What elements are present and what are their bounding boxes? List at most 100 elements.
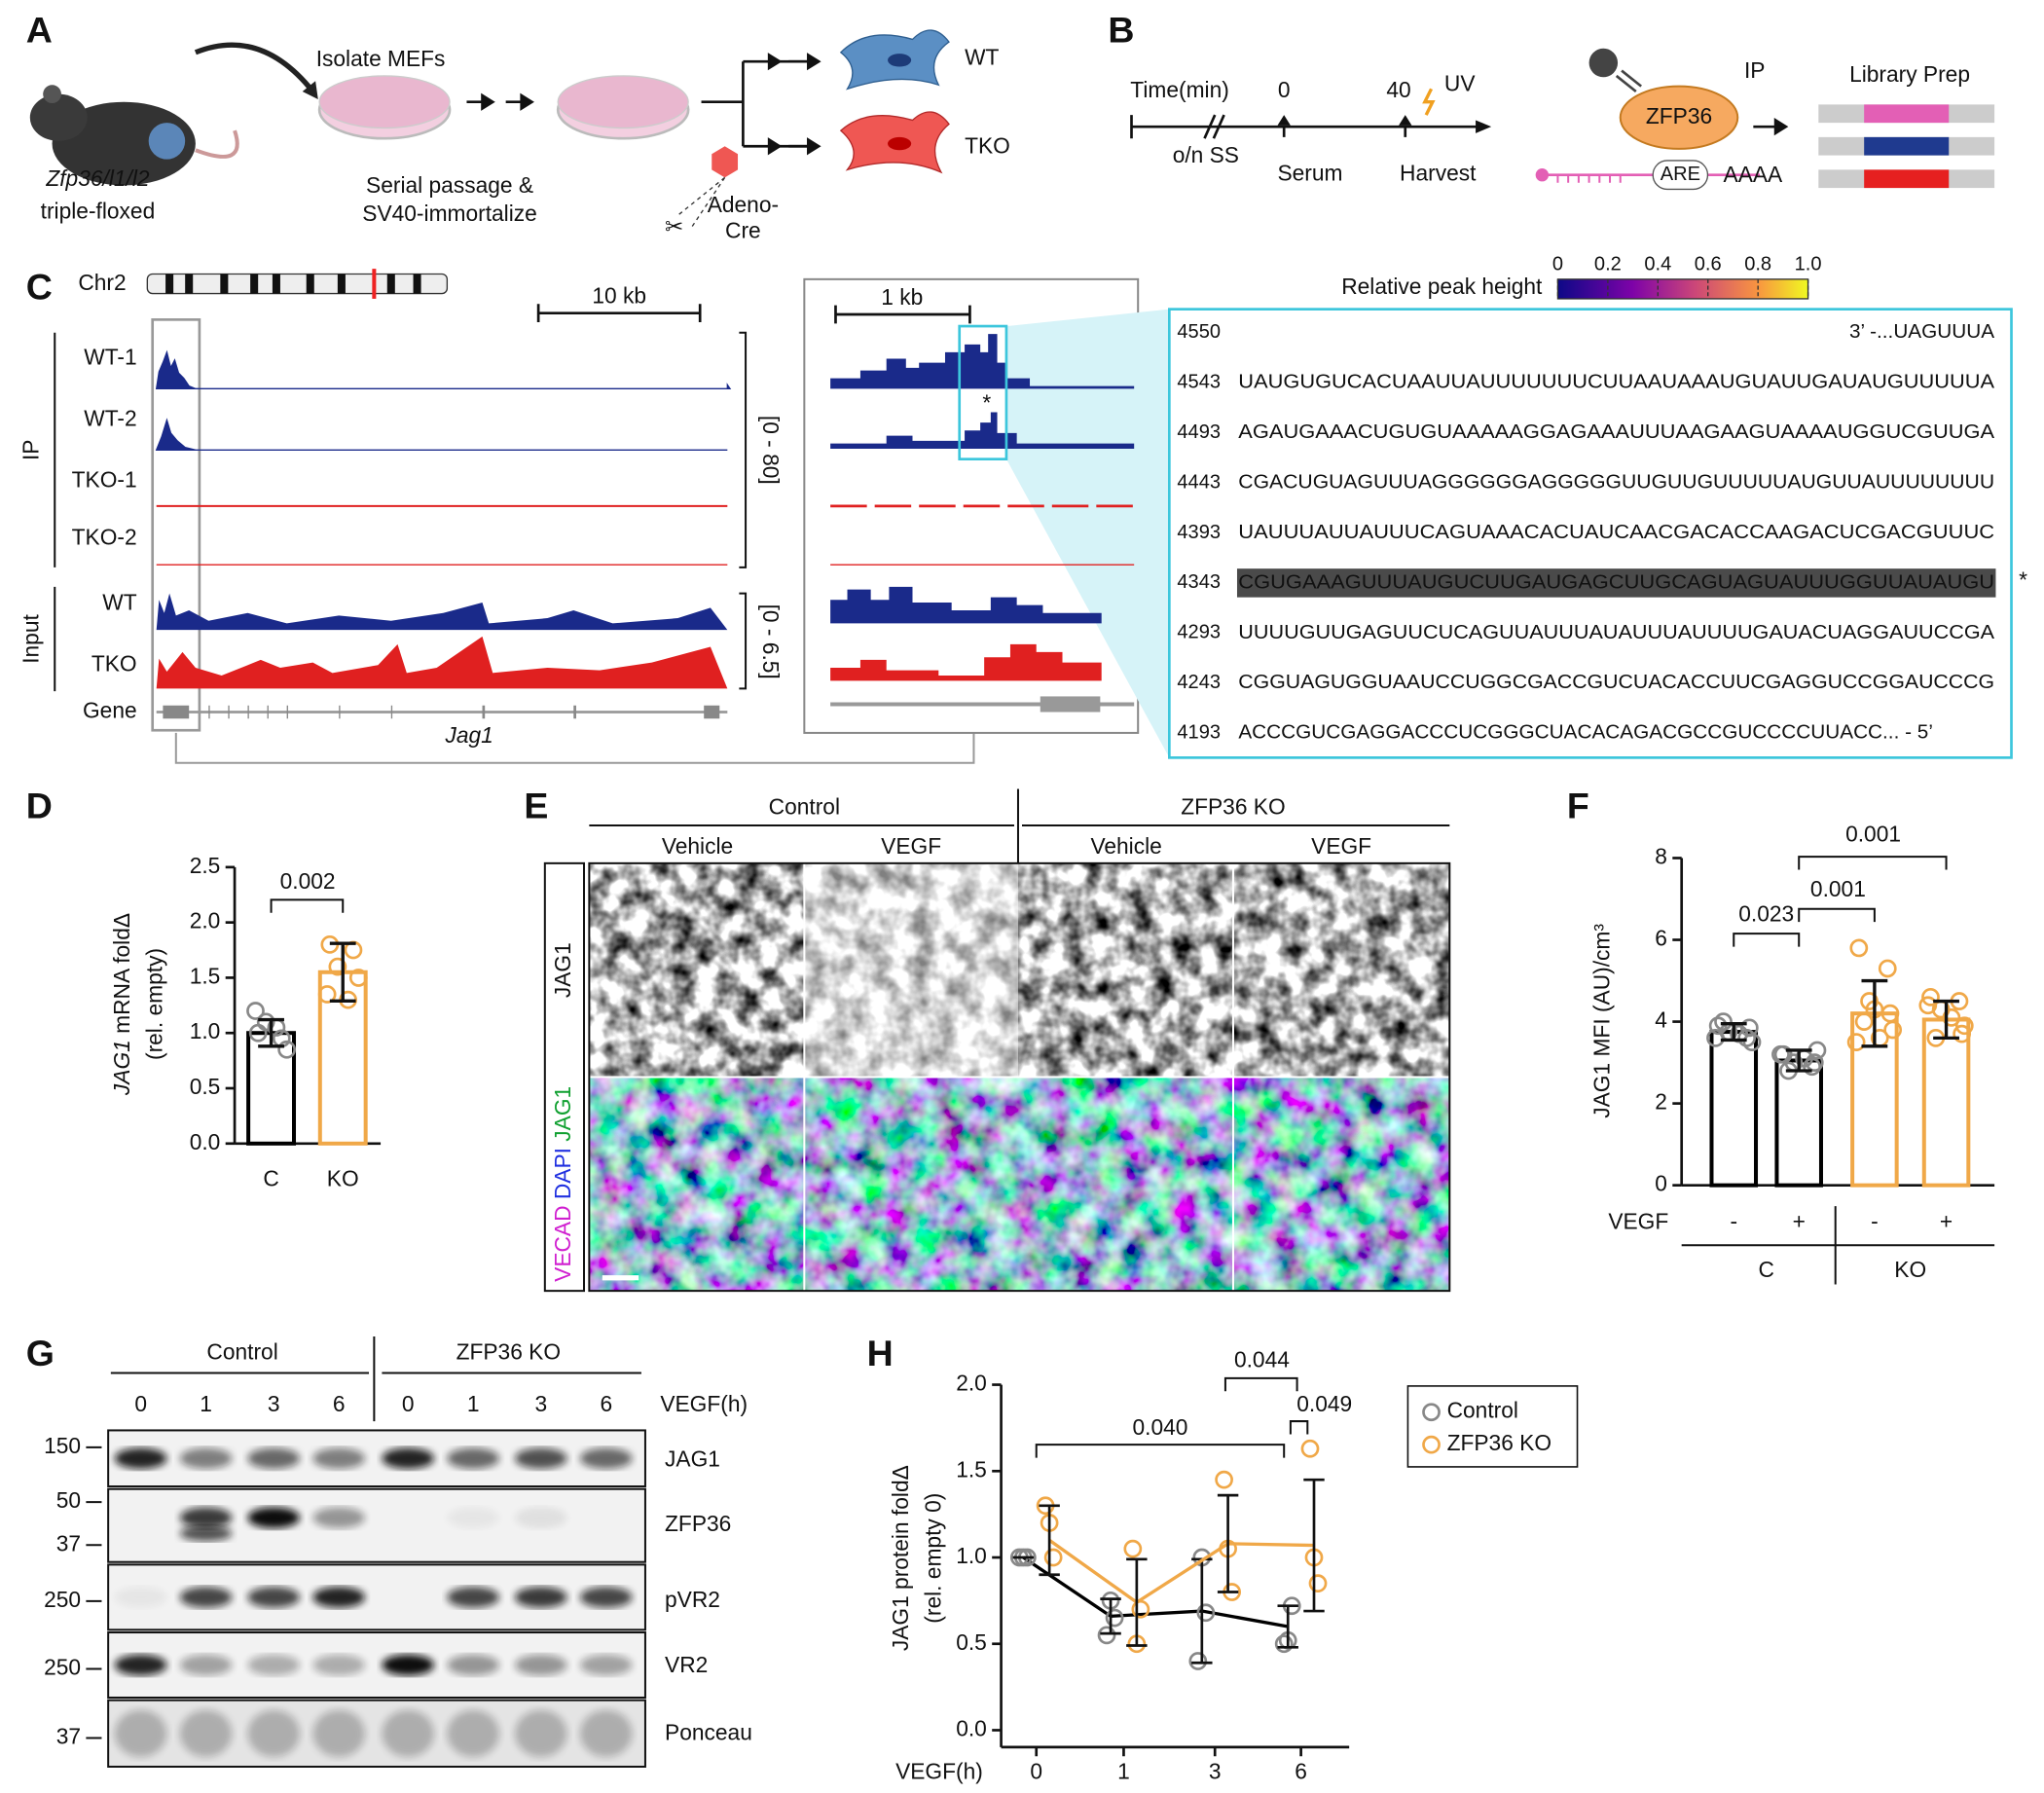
label: * [982, 389, 991, 415]
error-bar [1720, 1021, 1747, 1043]
error-bar [1933, 999, 1959, 1041]
blot-label: VR2 [665, 1652, 708, 1677]
time-label: 0 [134, 1391, 147, 1416]
error-bar [1277, 1604, 1298, 1649]
y-tick-label: 4 [1655, 1007, 1667, 1033]
shape [830, 412, 1135, 449]
bar [1709, 1030, 1759, 1188]
significance-bracket [1223, 1376, 1298, 1392]
y-axis-label: (rel. empty) [142, 948, 167, 1060]
sequence-block: 4550 3’ -...UAGUUUA 4543 UAUGUGUCACUAAUUAUU… [1177, 320, 1996, 744]
label: Vehicle [1090, 833, 1161, 859]
shape [888, 136, 912, 151]
sequence-line: CGGUAGUGGUAAUCCUGGCGACCGUCUACACCUUCGAGGU… [1238, 671, 1994, 693]
label: WT [102, 589, 136, 614]
shape [1652, 160, 1709, 191]
sequence-line: UUUUGUUGAGUUCUCAGUUAUUUAUAUUUAUUUUGAUACU… [1238, 621, 1994, 643]
p-value: 0.023 [1738, 900, 1794, 926]
label: Harvest [1400, 161, 1477, 186]
shape [156, 636, 728, 689]
y-tick-label: 2.0 [190, 908, 221, 933]
blot-band [579, 1654, 633, 1676]
label: triple-floxed [41, 199, 156, 224]
data-point [1846, 1033, 1866, 1051]
shape [1619, 85, 1739, 150]
panel-letter: A [26, 10, 53, 51]
x-row-label: VEGF [1608, 1209, 1668, 1234]
group-label: KO [1894, 1257, 1926, 1282]
blot-band [114, 1447, 167, 1469]
colorbar-tick-label: 0.4 [1644, 253, 1671, 274]
label: Input [18, 614, 43, 664]
blot-band [312, 1654, 365, 1676]
label: Adeno- [708, 192, 779, 217]
panel-g: Control ZFP36 KO VEGF(h) 0 1 3 6 0 1 3 6 JAG1 ZFP… [44, 1336, 752, 1768]
time-label: 3 [534, 1391, 547, 1416]
shape [1476, 120, 1492, 133]
data-point [1771, 1044, 1790, 1064]
x-tick-label: 6 [1295, 1759, 1307, 1784]
label: 1 kb [881, 284, 923, 310]
blot-band [179, 1709, 233, 1757]
sequence-position: 4243 [1177, 672, 1221, 693]
blot-band [515, 1709, 567, 1757]
colorbar-tick-label: 0.8 [1744, 253, 1771, 274]
shape [830, 334, 1135, 389]
data-point [1308, 1574, 1328, 1593]
label: Jag1 [444, 722, 493, 748]
label: ZFP36 [1646, 103, 1712, 128]
y-axis-label: (rel. empty 0) [920, 1493, 945, 1624]
x-tick-label: C [263, 1165, 278, 1190]
marker-label: 250 [44, 1587, 81, 1612]
shape [1130, 115, 1486, 139]
data-point [1300, 1439, 1320, 1458]
label: VEGF(h) [660, 1391, 748, 1416]
time-label: 6 [600, 1391, 612, 1416]
data-point [1105, 1608, 1124, 1628]
group-divider [1681, 1206, 1995, 1285]
label: Library Prep [1849, 61, 1970, 87]
p-value: 0.044 [1234, 1346, 1290, 1372]
legend-label: ZFP36 KO [1447, 1430, 1551, 1455]
label: TKO [965, 133, 1010, 159]
panel-letter: E [524, 786, 548, 826]
blot-band [312, 1507, 365, 1528]
data-point [1123, 1539, 1143, 1558]
significance-bracket [1798, 856, 1948, 870]
legend-box [1406, 1385, 1579, 1468]
blot-band [247, 1654, 301, 1676]
data-point [1215, 1470, 1233, 1489]
error-bar [1217, 1493, 1239, 1593]
time-label: 0 [402, 1391, 415, 1416]
marker-label: 37 [56, 1724, 81, 1749]
blot-band [312, 1587, 365, 1608]
y-axis-label: JAG1 MFI (AU)/cm³ [1588, 924, 1614, 1118]
shape [958, 324, 1008, 461]
data-point [1878, 959, 1897, 978]
blot-band [579, 1587, 633, 1608]
x-tick-label: KO [327, 1165, 359, 1190]
shape [589, 1077, 1450, 1292]
blot-band [312, 1447, 365, 1469]
time-label: 1 [467, 1391, 480, 1416]
shape [830, 586, 1102, 624]
data-point [1043, 1548, 1063, 1567]
significance-bracket [1035, 1444, 1286, 1458]
data-point [1714, 1012, 1733, 1031]
significance-bracket [270, 898, 345, 913]
label: 10 kb [592, 283, 646, 309]
western-blots: 0 1 3 6 0 1 3 6 JAG1 ZFP36 pVR2 VR2 Ponceau 150 50 37 25… [44, 1391, 752, 1768]
data-point [1131, 1599, 1150, 1619]
sequence-position: 4543 [1177, 371, 1221, 392]
data-point [1097, 1626, 1116, 1645]
blot-band [447, 1654, 499, 1676]
x-tick-label: + [1940, 1209, 1953, 1234]
y-axis-label: JAG1 protein foldΔ [888, 1465, 913, 1651]
shape [1615, 69, 1642, 93]
zoom-tracks [830, 334, 1135, 713]
label: Cre [725, 218, 761, 243]
blot-band [312, 1709, 365, 1757]
time-label: 6 [333, 1391, 346, 1416]
label: IP [18, 440, 43, 461]
